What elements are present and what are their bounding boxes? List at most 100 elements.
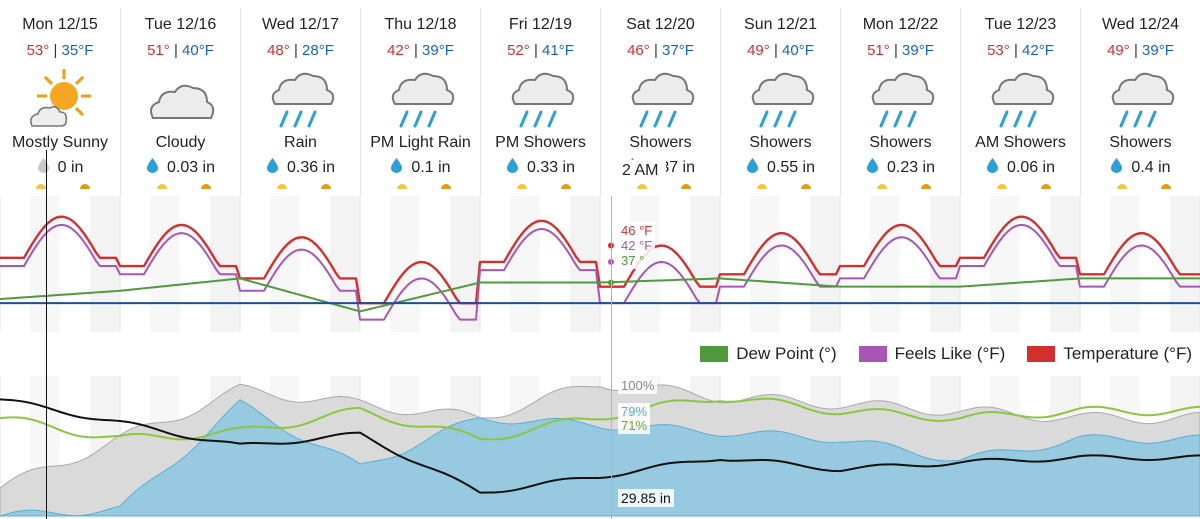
high-temp: 48° — [267, 42, 290, 59]
feels-readout: 42 °F — [618, 237, 656, 254]
day-column[interactable]: Tue 12/23 53° | 42°F AM Showers 0.06 in — [960, 8, 1080, 196]
precip-value: 0.03 in — [166, 159, 216, 176]
sunset-icon — [801, 184, 811, 189]
forecast-days-row: Mon 12/15 53° | 35°F Mostly Sunny 0 in Tue 1… — [0, 8, 1200, 196]
legend-item[interactable]: Temperature (°F) — [1027, 344, 1192, 364]
precip-value: 0.4 in — [1131, 159, 1171, 176]
humidity-readout: 71% — [618, 417, 651, 434]
high-temp: 49° — [1107, 42, 1130, 59]
day-column[interactable]: Fri 12/19 52° | 41°F PM Showers 0.33 in — [480, 8, 600, 196]
condition-text: Showers — [1109, 134, 1172, 151]
precip-amount: 0.55 in — [721, 158, 840, 178]
sunset-icon — [921, 184, 931, 189]
sunrise-icon — [397, 184, 407, 189]
day-column[interactable]: Thu 12/18 42° | 39°F PM Light Rain 0.1 in — [360, 8, 480, 196]
legend-swatch — [1027, 346, 1056, 362]
chart-legend: Dew Point (°) Feels Like (°F) Temperature … — [700, 344, 1192, 364]
day-name: Thu 12/18 — [384, 16, 457, 33]
night-band — [330, 196, 360, 332]
raindrop-icon — [866, 158, 879, 178]
day-column[interactable]: Sun 12/21 49° | 40°F Showers 0.55 in — [720, 8, 840, 196]
sun-markers — [1081, 184, 1200, 196]
dew-readout: 37 ° — [618, 252, 648, 269]
precip-value: 0 in — [57, 159, 84, 176]
pressure-line — [0, 398, 1200, 494]
precip-amount: 0.4 in — [1081, 158, 1200, 178]
temp-readout: 46 °F — [618, 222, 656, 239]
precip-chance-readout: 79% — [618, 403, 651, 420]
night-band — [930, 196, 960, 332]
day-name: Sat 12/20 — [626, 16, 695, 33]
sunrise-icon — [277, 184, 287, 189]
pressure-readout: 29.85 in — [618, 489, 674, 507]
sun-markers — [241, 184, 360, 196]
condition-text: Showers — [749, 134, 812, 151]
condition-text: Rain — [284, 134, 317, 151]
night-band — [270, 196, 300, 332]
rain-icon — [1107, 66, 1177, 134]
legend-swatch — [858, 346, 887, 362]
sunrise-icon — [757, 184, 767, 189]
legend-item[interactable]: Dew Point (°) — [700, 344, 837, 364]
day-temps: 52° | 41°F — [507, 42, 574, 59]
sunrise-icon — [517, 184, 527, 189]
low-temp: 41°F — [542, 42, 574, 59]
sunrise-icon — [36, 184, 46, 189]
precip-value: 0.36 in — [286, 159, 336, 176]
day-column[interactable]: Tue 12/16 51° | 40°F Cloudy 0.03 in — [120, 8, 240, 196]
partly-sunny-icon — [26, 66, 96, 134]
precip-amount: 0.33 in — [481, 158, 600, 178]
low-temp: 35°F — [61, 42, 94, 59]
humidity-line — [0, 397, 1200, 441]
low-temp: 37°F — [662, 42, 694, 59]
day-name: Tue 12/16 — [144, 16, 217, 33]
current-time-line — [46, 150, 47, 519]
precip-value: 0.23 in — [886, 159, 936, 176]
sun-markers — [121, 184, 240, 196]
sun-markers — [721, 184, 840, 196]
atmospheric-chart — [0, 376, 1200, 517]
raindrop-icon — [37, 158, 50, 178]
day-column[interactable]: Mon 12/15 53° | 35°F Mostly Sunny 0 in — [0, 8, 120, 196]
raindrop-icon — [746, 158, 759, 178]
day-column[interactable]: Mon 12/22 51° | 39°F Showers 0.23 in — [840, 8, 960, 196]
high-temp: 52° — [507, 42, 530, 59]
low-temp: 40°F — [782, 42, 814, 59]
raindrop-icon — [146, 158, 159, 178]
precip-value: 0.55 in — [766, 159, 816, 176]
precip-amount: 0.1 in — [361, 158, 480, 178]
sunset-icon — [1041, 184, 1051, 189]
sunset-icon — [80, 184, 90, 189]
day-name: Tue 12/23 — [984, 16, 1057, 33]
sun-markers — [601, 184, 720, 196]
night-band — [450, 196, 480, 332]
day-column[interactable]: Wed 12/17 48° | 28°F Rain 0.36 in — [240, 8, 360, 196]
day-column[interactable]: Wed 12/24 49° | 39°F Showers 0.4 in — [1080, 8, 1200, 196]
day-temps: 46° | 37°F — [627, 42, 694, 59]
night-band — [750, 196, 780, 332]
low-temp: 42°F — [1022, 42, 1054, 59]
precip-value: 0.06 in — [1006, 159, 1056, 176]
dew-point-line — [0, 277, 1200, 313]
sunset-icon — [561, 184, 571, 189]
sunset-icon — [681, 184, 691, 189]
rain-icon — [867, 66, 937, 134]
sunset-icon — [441, 184, 451, 189]
condition-text: Showers — [869, 134, 932, 151]
high-temp: 51° — [867, 42, 890, 59]
night-band — [870, 196, 900, 332]
precip-amount: 0.06 in — [961, 158, 1080, 178]
rain-icon — [627, 66, 697, 134]
rain-icon — [387, 66, 457, 134]
rain-icon — [267, 66, 337, 134]
day-temps: 53° | 42°F — [987, 42, 1054, 59]
day-temps: 51° | 40°F — [147, 42, 214, 59]
legend-label: Temperature (°F) — [1063, 344, 1192, 363]
night-band — [150, 196, 180, 332]
cursor-time-label: 2 AM — [614, 160, 667, 182]
sun-markers — [0, 184, 120, 196]
legend-item[interactable]: Feels Like (°F) — [858, 344, 1005, 364]
high-temp: 53° — [987, 42, 1010, 59]
condition-text: Cloudy — [155, 134, 206, 151]
cloud-icon — [147, 66, 217, 134]
